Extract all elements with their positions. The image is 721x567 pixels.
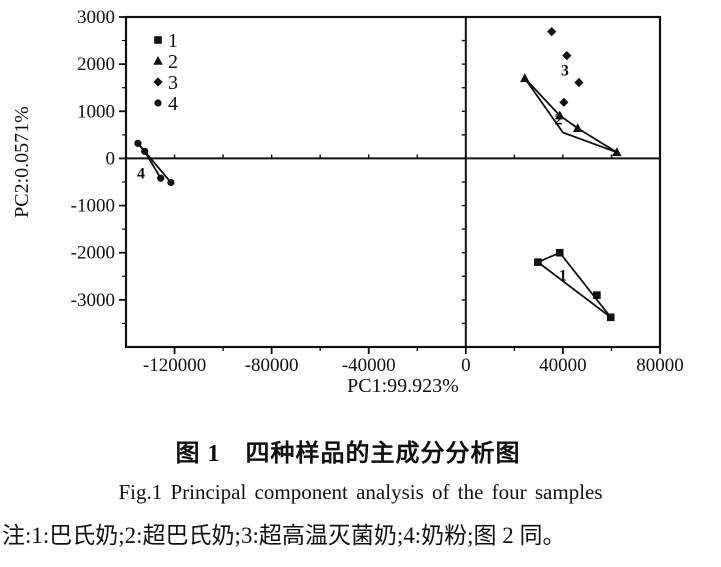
legend-marker-triangle (153, 56, 163, 65)
pca-scatter-plot: PC1:99.923% PC2:0.0571% -120000 -80000 -40… (11, 7, 684, 397)
x-axis-tick-label: -120000 (143, 355, 206, 376)
plot-frame (124, 15, 662, 349)
cluster-label-4: 4 (137, 166, 145, 183)
y-axis-title: PC2:0.0571% (11, 106, 33, 218)
data-point-triangle (611, 147, 622, 157)
figure-caption-zh: 图 1 四种样品的主成分分析图 (175, 441, 521, 467)
legend-label: 2 (168, 51, 178, 73)
cluster-label-2: 2 (555, 111, 563, 128)
legend-marker-circle (154, 99, 162, 107)
legend-label: 4 (168, 93, 178, 115)
data-point-circle (157, 174, 165, 182)
data-point-square (534, 258, 542, 266)
cluster-1-outline (537, 251, 612, 319)
figure-caption-en: Fig.1 Principal component analysis of th… (118, 480, 603, 504)
legend-label: 3 (168, 72, 178, 94)
data-point-triangle (554, 110, 565, 120)
x-axis-tick-label: -80000 (245, 355, 299, 376)
y-axis-tick-label: -3000 (71, 290, 115, 311)
pca-figure: PC1:99.923% PC2:0.0571% -120000 -80000 -40… (11, 7, 684, 397)
data-point-diamond (574, 77, 584, 88)
data-point-circle (134, 139, 142, 147)
y-axis-tick-label: -2000 (71, 243, 115, 264)
figure-note: 注:1:巴氏奶;2:超巴氏奶;3:超高温灭菌奶;4:奶粉;图 2 同。 (2, 523, 566, 548)
y-axis-tick-label: 1000 (77, 101, 115, 122)
data-point-diamond (562, 51, 572, 61)
data-point-diamond (547, 27, 557, 37)
x-axis-tick-label: 40000 (539, 355, 587, 376)
x-axis-tick-label: 0 (461, 355, 471, 376)
y-axis-tick-label: -1000 (71, 196, 115, 217)
data-point-square (555, 248, 564, 257)
data-point-triangle (572, 123, 583, 133)
cluster-4-outline (143, 150, 162, 179)
y-axis-tick-label: 2000 (77, 54, 115, 75)
data-point-diamond (559, 97, 569, 107)
data-point-circle (167, 178, 175, 187)
legend-marker-diamond (153, 77, 163, 87)
x-axis-title: PC1:99.923% (347, 375, 459, 397)
data-point-circle (141, 147, 149, 155)
y-axis-tick-label: 3000 (77, 7, 115, 28)
data-point-square (593, 291, 601, 299)
legend-label: 1 (168, 30, 178, 52)
x-axis-tick-label: -40000 (342, 355, 396, 376)
cluster-label-1: 1 (559, 267, 567, 284)
x-axis-tick-label: 80000 (636, 355, 684, 376)
cluster-label-3: 3 (561, 63, 569, 80)
legend-marker-square (154, 36, 162, 44)
cluster-2-outline (524, 77, 618, 154)
data-point-square (606, 313, 615, 322)
data-point-triangle (520, 73, 530, 83)
y-axis-tick-label: 0 (106, 148, 116, 169)
